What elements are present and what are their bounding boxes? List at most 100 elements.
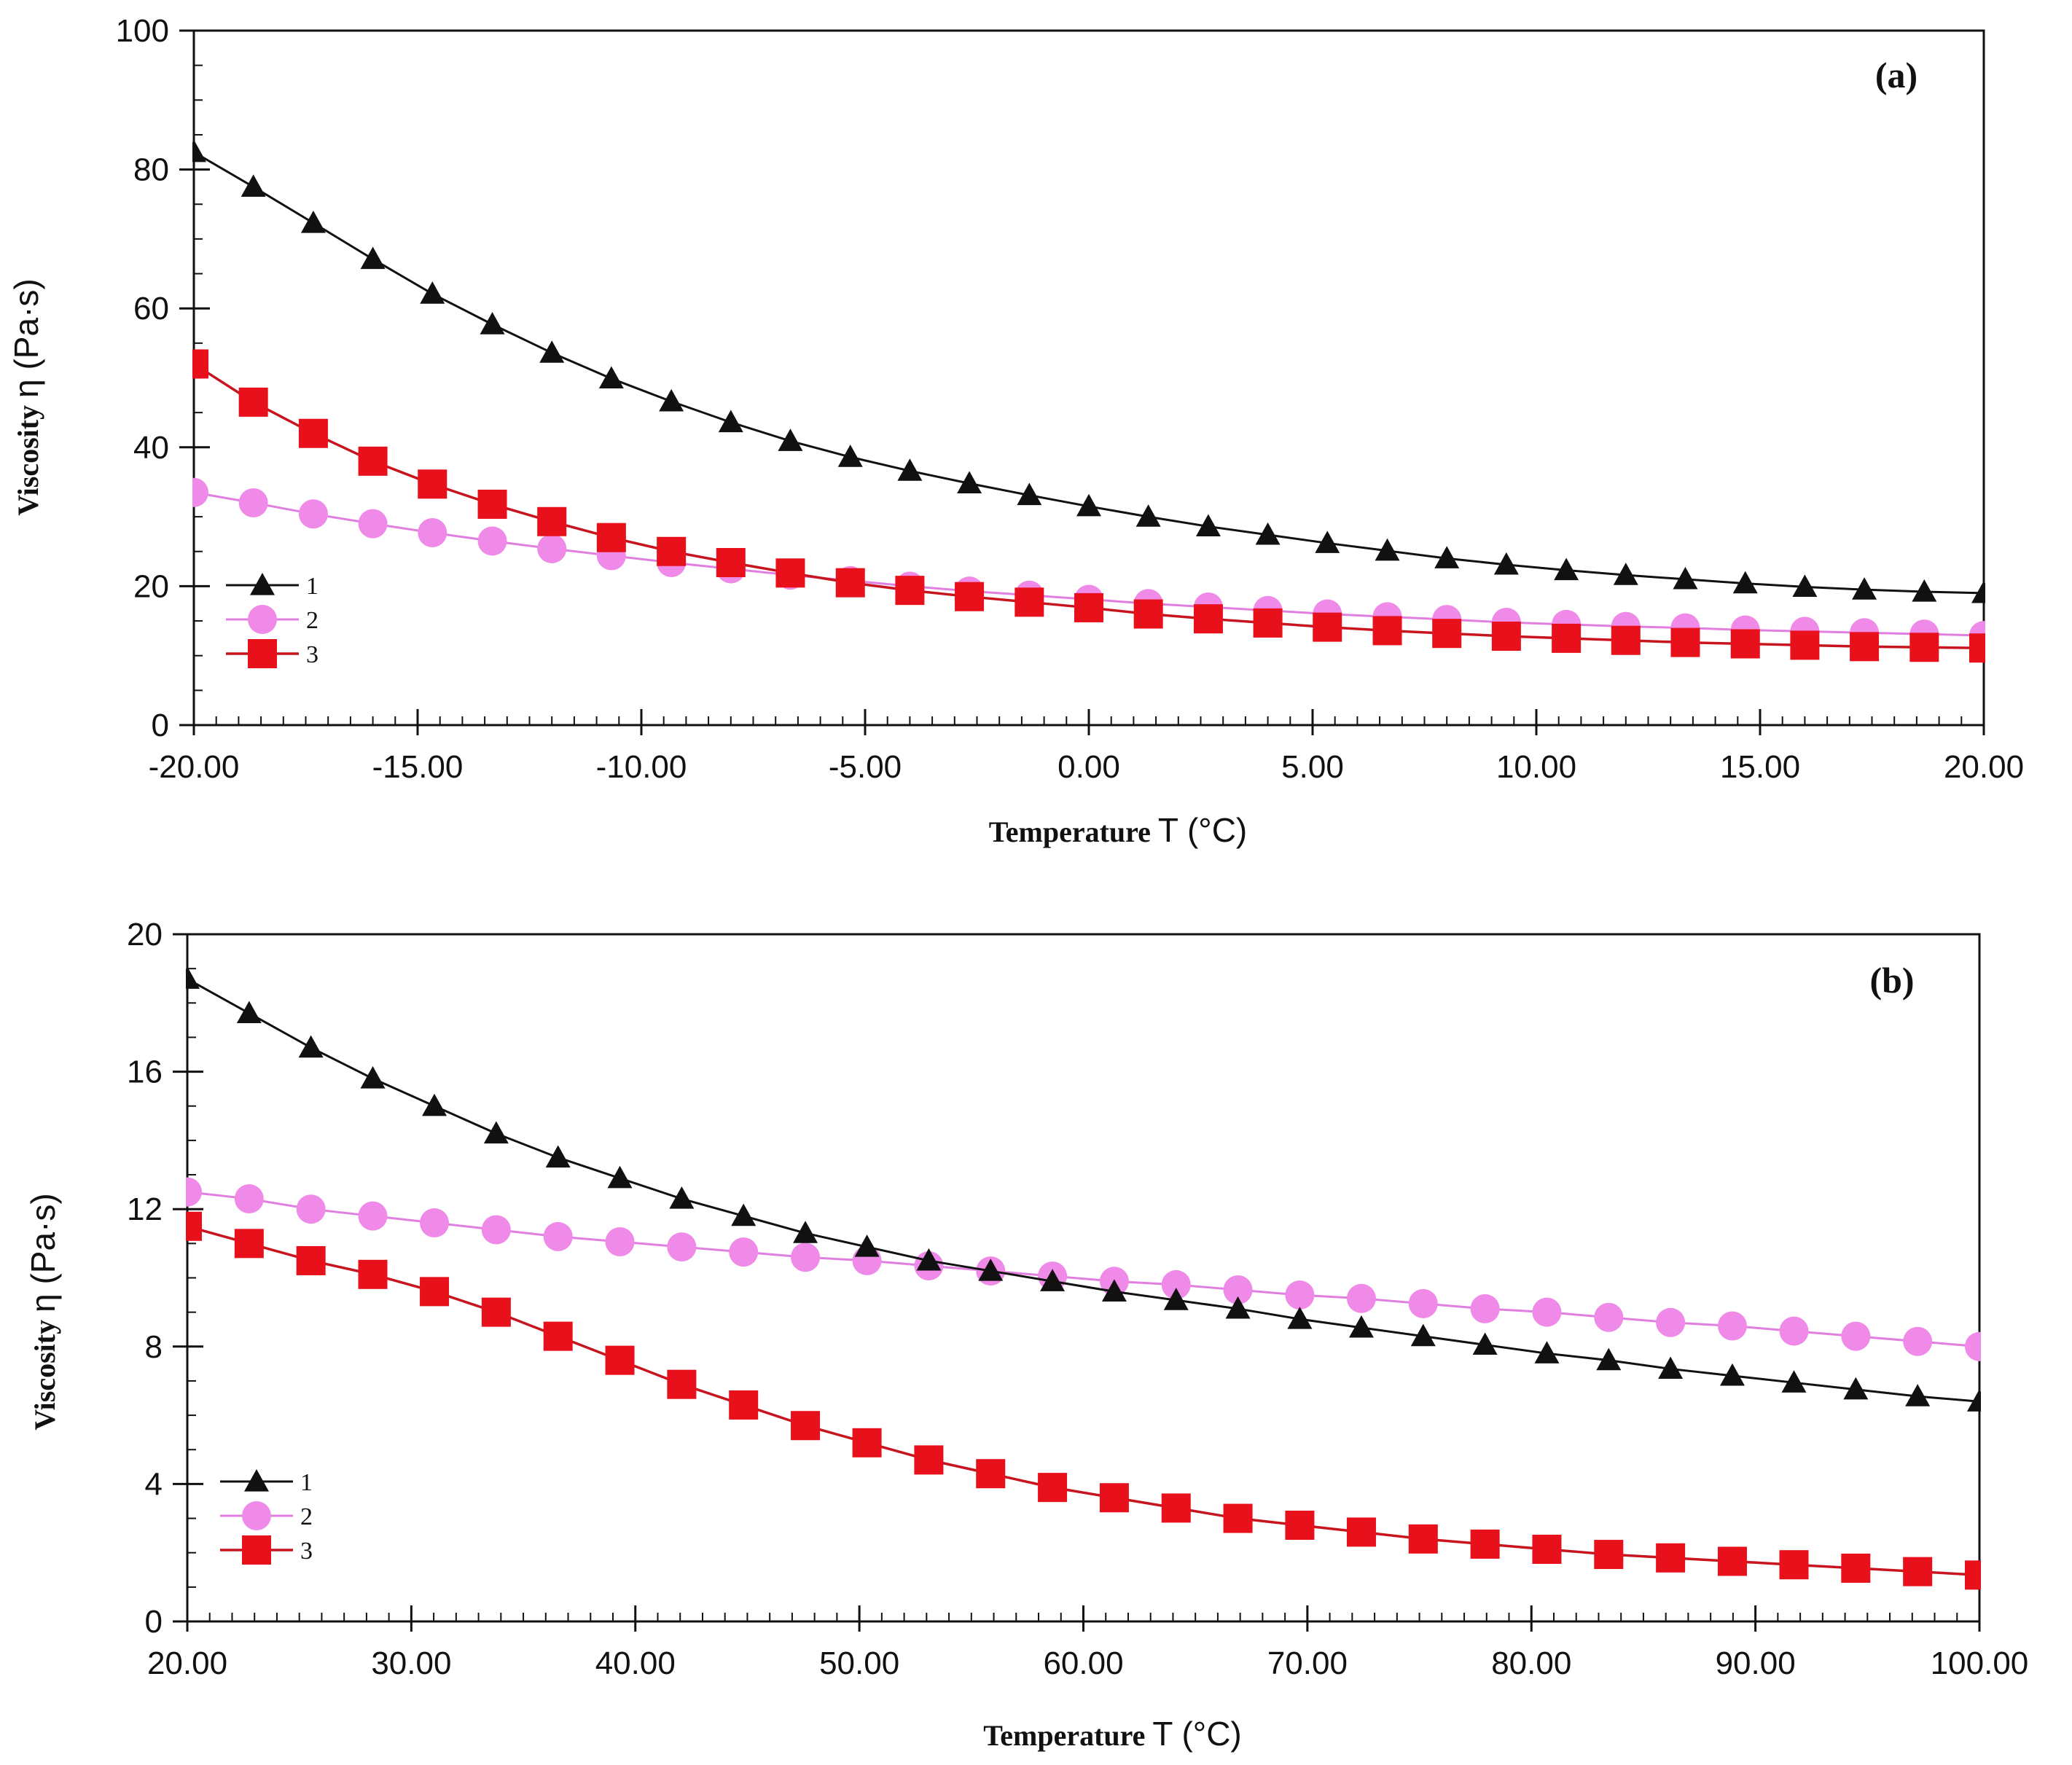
series-1-point xyxy=(1040,1269,1066,1291)
series-3-point xyxy=(1909,633,1939,662)
series-3-point xyxy=(1015,587,1044,617)
series-3-point xyxy=(1038,1473,1068,1503)
series-1-point xyxy=(1434,546,1460,568)
legend-marker-1 xyxy=(250,573,275,595)
series-1-point xyxy=(837,445,863,467)
series-1-line xyxy=(193,151,1985,595)
series-3-point xyxy=(1552,623,1582,653)
series-3-point xyxy=(238,387,268,417)
x-axis-label: Temperature T (°C) xyxy=(983,1715,1242,1753)
series-1-line xyxy=(187,977,1980,1403)
series-1-point xyxy=(1852,577,1877,600)
series-3-point xyxy=(543,1321,573,1351)
x-tick-label: 15.00 xyxy=(1720,749,1800,785)
series-1-point xyxy=(186,966,200,989)
y-tick-label: 40 xyxy=(133,430,169,466)
y-axis-title: Viscosity xyxy=(28,1312,61,1431)
x-axis-unit: (°C) xyxy=(1181,1715,1241,1753)
series-2-point xyxy=(1161,1269,1191,1299)
series-1-point xyxy=(1287,1307,1313,1329)
series-3-point xyxy=(1432,619,1462,649)
y-tick-label: 20 xyxy=(127,917,163,952)
series-1-point xyxy=(659,388,684,412)
series-3-point xyxy=(1133,599,1163,629)
series-2-point xyxy=(234,1184,264,1214)
series-1-point xyxy=(793,1221,818,1243)
legend-label-1: 1 xyxy=(300,1469,313,1496)
series-1-point xyxy=(298,1035,324,1058)
series-3-point xyxy=(775,558,805,588)
series-1-point xyxy=(778,428,803,451)
y-tick-label: 0 xyxy=(145,1604,163,1640)
series-2-point xyxy=(1594,1302,1624,1332)
series-3-point xyxy=(1491,622,1521,651)
y-tick-label: 100 xyxy=(116,13,169,49)
x-axis-label: Temperature T (°C) xyxy=(989,811,1248,849)
series-3-point xyxy=(955,582,985,611)
x-tick-label: -15.00 xyxy=(372,749,464,785)
series-3-point xyxy=(420,1277,450,1307)
series-1-point xyxy=(1255,522,1281,545)
legend-label-2: 2 xyxy=(300,1503,313,1530)
y-axis-symbol: η xyxy=(7,370,45,398)
series-3-point xyxy=(358,1259,388,1289)
y-axis-unit: (Pa·s) xyxy=(24,1193,62,1284)
y-axis-symbol: η xyxy=(24,1285,62,1312)
series-2-point xyxy=(477,526,507,556)
series-1-point xyxy=(916,1248,942,1271)
series-2-point xyxy=(296,1194,326,1224)
series-3-point xyxy=(358,446,388,476)
series-1-point xyxy=(854,1234,880,1257)
y-tick-label: 4 xyxy=(145,1466,163,1502)
panel-b-viscosity-chart: 20.00 30.00 40.00 50.00 60.00 70.00 80.00 90.00… xyxy=(24,917,2028,1753)
series-3-point xyxy=(657,536,687,566)
series-3-point xyxy=(1730,629,1760,659)
series-3-point xyxy=(192,349,208,379)
series-1-point xyxy=(1472,1332,1498,1355)
series-1-point xyxy=(1719,1363,1745,1386)
x-tick-label: 50.00 xyxy=(819,1645,899,1681)
series-3-point xyxy=(477,489,507,519)
x-tick-label: -5.00 xyxy=(829,749,902,785)
series-3-point xyxy=(1841,1553,1871,1583)
series-1-point xyxy=(1348,1315,1374,1338)
series-1-point xyxy=(1163,1288,1189,1310)
x-tick-label: 90.00 xyxy=(1716,1645,1796,1681)
series-2-point xyxy=(1470,1294,1500,1323)
series-1-point xyxy=(360,1066,386,1089)
series-2-line xyxy=(187,1191,1980,1348)
y-axis-unit: (Pa·s) xyxy=(7,278,45,369)
series-3-point xyxy=(1313,612,1342,642)
series-3-point xyxy=(1099,1483,1129,1513)
y-tick-label: 80 xyxy=(133,152,169,188)
series-1-point xyxy=(422,1093,447,1116)
series-1-point xyxy=(1971,580,1985,603)
series-2-point xyxy=(418,518,447,548)
y-axis-label: Viscosity η (Pa·s) xyxy=(7,278,45,515)
y-tick-label: 12 xyxy=(127,1191,163,1227)
y-tick-label: 0 xyxy=(152,708,169,743)
x-tick-label: 70.00 xyxy=(1267,1645,1348,1681)
series-2-point xyxy=(1903,1326,1933,1356)
series-3-point xyxy=(1969,633,1985,663)
series-1-point xyxy=(978,1259,1004,1281)
legend-label-3: 3 xyxy=(306,641,318,668)
series-1-point xyxy=(480,312,505,334)
panel-label: (a) xyxy=(1875,55,1917,95)
series-3-point xyxy=(895,576,925,606)
series-1-point xyxy=(300,210,326,233)
legend: 1 2 3 xyxy=(220,1469,313,1565)
series-2-point xyxy=(1779,1316,1809,1346)
y-tick-label: 60 xyxy=(133,291,169,326)
series-1-point xyxy=(483,1121,509,1144)
series-3-point xyxy=(1594,1540,1624,1570)
series-1-point xyxy=(241,174,266,197)
x-tick-label: 60.00 xyxy=(1043,1645,1123,1681)
series-1-point xyxy=(1912,579,1937,602)
series-2-point xyxy=(543,1221,573,1251)
legend-marker-3 xyxy=(248,639,277,668)
x-axis-title: Temperature xyxy=(989,815,1158,848)
series-2-point xyxy=(1532,1297,1562,1327)
series-3-point xyxy=(1656,1543,1686,1573)
series-2-point xyxy=(186,1177,202,1207)
